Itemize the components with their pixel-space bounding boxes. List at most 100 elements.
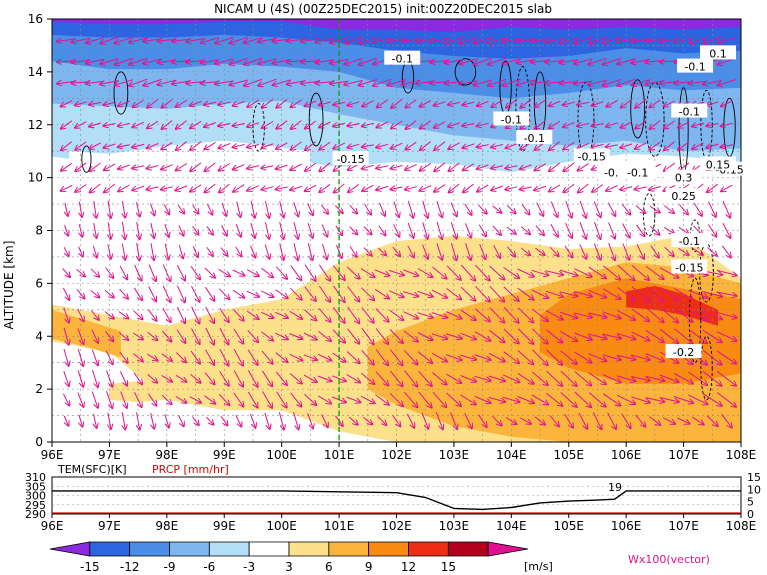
wind-vector — [318, 264, 330, 281]
colorbar-swatch — [328, 541, 370, 557]
contour-loop — [81, 145, 92, 173]
wind-vector — [261, 331, 274, 341]
wind-vector — [549, 100, 561, 106]
wind-vector — [602, 288, 621, 299]
wind-vector — [459, 58, 478, 64]
wind-vector — [129, 78, 148, 86]
wind-vector — [574, 58, 593, 64]
y-tick-label: 12 — [28, 118, 43, 132]
wind-vector — [348, 163, 360, 170]
wind-vector — [132, 121, 145, 127]
wind-vector — [706, 144, 719, 148]
wind-vector — [489, 307, 505, 323]
wind-vector — [588, 372, 606, 384]
wind-vector — [502, 78, 521, 85]
wind-vector — [635, 414, 646, 427]
wind-vector — [147, 187, 159, 190]
wind-vector — [104, 183, 116, 192]
wind-vector — [520, 226, 530, 234]
y-tick-label: 8 — [35, 224, 43, 238]
wind-vector — [517, 350, 533, 365]
wind-vector — [330, 36, 349, 43]
wind-vector — [392, 415, 401, 426]
wind-vector — [559, 269, 578, 275]
wind-vector — [505, 187, 518, 190]
wind-vector — [635, 120, 647, 129]
wind-vector — [391, 120, 403, 129]
wind-vector — [364, 203, 371, 215]
wind-vector — [449, 162, 460, 171]
wind-vector — [90, 268, 99, 277]
wind-vector — [260, 311, 273, 318]
wind-vector — [176, 163, 188, 171]
wind-vector — [75, 141, 87, 150]
wind-vector — [489, 329, 504, 342]
wind-vector — [636, 224, 645, 236]
wind-vector — [104, 311, 114, 319]
wind-vector — [678, 121, 690, 128]
wind-vector — [563, 183, 575, 192]
wind-vector — [190, 350, 200, 364]
wind-vector — [258, 78, 277, 86]
wind-vector — [406, 413, 414, 428]
wind-vector — [689, 36, 708, 43]
wind-vector — [307, 413, 313, 428]
wind-vector — [531, 308, 548, 321]
wind-vector — [165, 243, 168, 260]
wind-vector — [405, 141, 417, 149]
wind-vector — [65, 202, 68, 216]
contour-label-bg — [671, 103, 708, 118]
temperature-tick-label: 300 — [25, 490, 46, 503]
wind-vector — [377, 416, 387, 426]
wind-vector — [659, 286, 678, 300]
wind-vector — [721, 245, 731, 258]
wind-vector — [531, 371, 548, 385]
wind-vector — [478, 224, 486, 237]
wind-vector — [147, 374, 157, 382]
wind-vector — [477, 145, 489, 148]
wind-vector — [218, 123, 231, 126]
wind-vector — [61, 100, 73, 107]
wind-vector — [663, 417, 675, 424]
contour-label-bg — [700, 45, 737, 60]
contour-label-bg — [332, 151, 369, 166]
wind-vector — [716, 350, 736, 364]
wind-vector — [706, 415, 718, 427]
wind-vector — [621, 121, 633, 128]
wind-vector — [716, 331, 737, 341]
wind-vector — [691, 416, 704, 425]
wind-vector — [391, 98, 403, 108]
wind-vector — [134, 392, 142, 407]
wind-vector — [319, 162, 331, 172]
wind-vector — [347, 306, 360, 323]
wind-vector — [431, 312, 447, 318]
wind-vector — [536, 202, 544, 216]
wind-vector — [118, 123, 130, 126]
contour-loop — [454, 58, 477, 86]
wind-vector — [276, 142, 288, 149]
wind-vector — [104, 289, 114, 297]
wind-vector — [276, 120, 288, 129]
wind-vector — [688, 328, 707, 343]
wind-vector — [147, 143, 159, 149]
wind-vector — [163, 204, 169, 214]
wind-vector — [716, 392, 736, 407]
wind-vector — [721, 123, 733, 126]
wind-vector — [151, 412, 155, 429]
wind-vector — [660, 307, 678, 323]
wind-vector — [363, 226, 372, 235]
wind-vector — [546, 393, 562, 406]
wind-vector — [650, 245, 659, 258]
wind-vector — [205, 183, 216, 192]
wind-vector — [635, 205, 645, 214]
wind-vector — [436, 243, 442, 260]
wind-vector — [235, 224, 241, 237]
wind-vector — [608, 243, 615, 260]
wind-vector — [147, 120, 159, 128]
wind-vector — [100, 58, 119, 65]
wind-vector — [164, 413, 169, 428]
wind-vector — [417, 332, 433, 341]
wind-vector — [403, 349, 417, 364]
wind-vector — [405, 99, 417, 108]
wind-vector — [104, 144, 116, 148]
